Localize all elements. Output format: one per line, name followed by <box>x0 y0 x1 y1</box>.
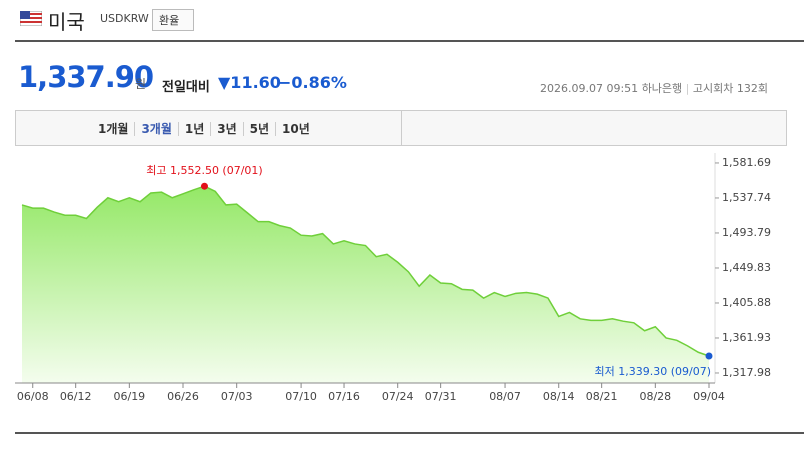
round: 고시회차 132회 <box>692 82 768 95</box>
bank: 하나은행 <box>641 82 683 95</box>
chart: 1,581.69 1,537.74 1,493.79 1,449.83 1,405.88… <box>15 153 771 403</box>
x-tick-label: 07/24 <box>382 390 414 403</box>
currency-code: USDKRW <box>100 12 149 25</box>
x-tick-label: 07/03 <box>221 390 253 403</box>
line <box>21 185 710 357</box>
tab[interactable]: 3개월 <box>134 122 178 136</box>
x-tick-label: 07/10 <box>285 390 317 403</box>
x-tick-label: 06/19 <box>113 390 145 403</box>
high-marker <box>200 182 208 190</box>
low-label: 최저 1,339.30 (09/07) <box>594 365 711 378</box>
tab[interactable]: 1년 <box>177 122 211 136</box>
separator: | <box>685 82 690 95</box>
x-tick-label: 07/16 <box>328 390 360 403</box>
price: 1,337.90 <box>18 60 154 94</box>
area <box>22 186 709 383</box>
tab[interactable]: 3년 <box>210 122 243 136</box>
datetime: 2026.09.07 09:51 <box>540 82 639 95</box>
y-tick-label: 1,537.74 <box>722 191 771 204</box>
quote-info: 2026.09.07 09:51 하나은행 | 고시회차 132회 <box>540 80 768 96</box>
x-tick-label: 06/12 <box>60 390 92 403</box>
high-label: 최고 1,552.50 (07/01) <box>146 164 263 177</box>
flag-icon <box>20 11 42 26</box>
x-tick-label: 06/08 <box>17 390 49 403</box>
x-tick-label: 08/21 <box>586 390 618 403</box>
x-tick-label: 08/07 <box>489 390 521 403</box>
change: ▼11.60 <box>218 73 281 92</box>
y-tick-label: 1,361.93 <box>722 331 771 344</box>
header-rule <box>15 40 804 42</box>
y-tick-label: 1,317.98 <box>722 366 771 379</box>
footer-rule <box>15 432 804 434</box>
x-tick-label: 09/04 <box>693 390 725 403</box>
x-tick-label: 07/31 <box>425 390 457 403</box>
change-label: 전일대비 <box>162 80 210 95</box>
tab-bar: 1개월 3개월 1년 3년 5년 10년 <box>15 110 787 146</box>
low-marker <box>705 352 713 360</box>
tab[interactable]: 5년 <box>242 122 276 136</box>
x-tick-label: 06/26 <box>167 390 199 403</box>
y-tick-label: 1,405.88 <box>722 296 771 309</box>
x-tick-label: 08/28 <box>639 390 671 403</box>
y-tick-label: 1,493.79 <box>722 226 771 239</box>
country: 미국 <box>48 10 85 34</box>
y-tick-label: 1,449.83 <box>722 261 771 274</box>
y-tick-label: 1,581.69 <box>722 156 771 169</box>
x-tick-label: 08/14 <box>543 390 575 403</box>
tab-divider <box>401 111 402 145</box>
price-unit: 원 <box>135 77 147 91</box>
tab[interactable]: 10년 <box>275 122 316 136</box>
tab[interactable]: 1개월 <box>98 122 129 136</box>
change-pct: −0.86% <box>278 73 347 92</box>
rate-button[interactable]: 환율 <box>152 9 195 31</box>
tab-list: 1개월 3개월 1년 3년 5년 10년 <box>92 120 316 137</box>
